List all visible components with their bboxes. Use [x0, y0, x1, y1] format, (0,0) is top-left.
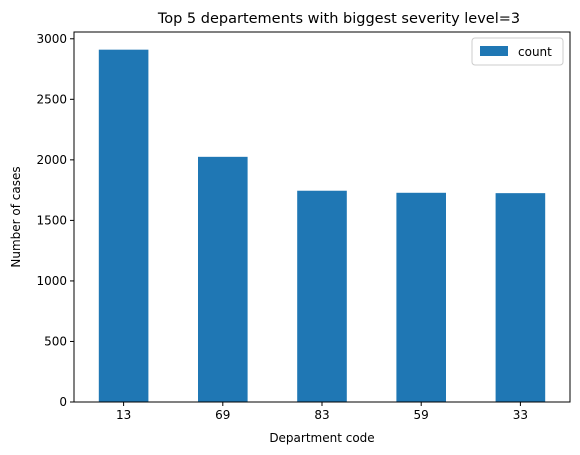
x-tick-label-33: 33 — [513, 408, 528, 422]
legend-swatch-count — [480, 46, 508, 56]
bar-83 — [297, 190, 347, 402]
legend: count — [471, 37, 564, 66]
y-axis-label: Number of cases — [9, 166, 23, 267]
y-tick-label-1000: 1000 — [36, 274, 67, 288]
y-tick-label-2500: 2500 — [36, 92, 67, 106]
bar-33 — [495, 193, 546, 402]
x-tick-label-69: 69 — [215, 408, 230, 422]
x-tick-label-13: 13 — [116, 408, 131, 422]
x-axis-ticks: 13 69 83 59 33 — [116, 402, 528, 422]
bars-group — [98, 49, 546, 403]
plot-frame — [73, 31, 571, 403]
bar-13 — [98, 49, 149, 403]
legend-label-count: count — [518, 45, 552, 59]
y-tick-label-500: 500 — [44, 334, 67, 348]
bar-69 — [198, 156, 248, 402]
legend-frame — [471, 37, 564, 66]
y-tick-label-3000: 3000 — [36, 32, 67, 46]
y-axis-ticks: 0 500 1000 1500 2000 2500 3000 — [36, 32, 74, 409]
y-tick-label-0: 0 — [59, 395, 67, 409]
x-tick-label-59: 59 — [414, 408, 429, 422]
bar-59 — [396, 192, 446, 402]
x-axis-label: Department code — [269, 431, 374, 445]
chart-title: Top 5 departements with biggest severity… — [157, 11, 520, 27]
y-tick-label-2000: 2000 — [36, 153, 67, 167]
y-tick-label-1500: 1500 — [36, 213, 67, 227]
x-tick-label-83: 83 — [314, 408, 329, 422]
